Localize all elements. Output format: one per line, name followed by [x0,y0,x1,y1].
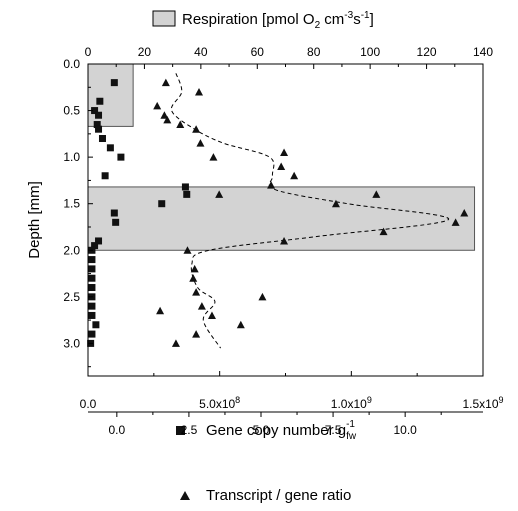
ratio-point [331,199,340,208]
ratio-point [171,339,180,347]
ratio-point [160,111,169,119]
ratio-point [163,115,172,124]
ratio-point [209,153,218,161]
gene-copy-point [158,200,166,208]
gene-copy-point [181,183,189,191]
gene-copy-point [183,190,191,198]
ratio-tick-label: 5.0 [253,423,270,437]
gene-copy-point [95,125,103,133]
ratio-point [280,148,289,156]
y-tick-label: 2.5 [63,290,80,304]
ratio-point [190,264,199,273]
top-tick-label: 0 [85,45,92,59]
ratio-point [161,78,170,87]
gene-copy-point [93,121,101,129]
respiration-legend-label: Respiration [pmol O2 cm-3s-1] [182,10,374,31]
y-axis-label: Depth [mm] [26,181,43,259]
gene-copy-point [91,107,99,115]
y-tick-label: 1.0 [63,150,80,164]
gene-copy-point [96,97,104,105]
respiration-legend-swatch [152,10,176,27]
gene-copy-point [106,144,114,152]
top-tick-label: 100 [360,45,380,59]
respiration-bar-2 [87,186,476,251]
gene-copy-legend-label: Gene copy number gfw-1 [206,419,357,442]
gene-copy-point [88,265,96,273]
gene-copy-point [91,242,99,250]
ratio-point [196,139,205,147]
ratio-point [192,330,201,338]
ratio-point [460,209,469,217]
y-tick-label: 0.0 [63,57,80,71]
gene-copy-point [88,311,96,319]
ratio-point [195,87,204,96]
gene-copy-point [117,153,125,161]
top-tick-label: 80 [307,45,321,59]
ratio-point [290,171,299,180]
gene-copy-point [88,256,96,264]
ratio-point [192,125,201,133]
ratio-point [153,101,162,110]
fit-line-group [170,73,449,349]
ratio-point [207,311,216,319]
top-tick-label: 40 [194,45,208,59]
gene-copy-point [88,274,96,282]
ratio-point [372,190,381,198]
top-axis: 0 20 40 60 80 100 120 140 [85,45,493,69]
respiration-bars [87,63,476,251]
gene-copy-point [92,321,100,329]
ratio-point [156,306,165,315]
ratio-tick-label: 7.5 [325,423,342,437]
gene-copy-point [101,172,109,180]
ratio-point [197,302,206,310]
top-tick-label: 60 [251,45,265,59]
ratio-legend-label: Transcript / gene ratio [206,487,351,504]
ratio-point [215,190,224,198]
gene-copy-point [88,330,96,338]
bottom-axis: 0.0 5.0x108 1.0x109 1.5x109 [80,371,504,411]
ratio-point [236,320,245,329]
ratio-point [267,181,276,189]
top-tick-label: 120 [417,45,437,59]
gene-copy-point [95,237,103,245]
ratio-point [379,227,388,236]
gene-copy-point [98,135,106,143]
top-tick-label: 140 [473,45,493,59]
ratio-axis: 0.0 2.5 5.0 7.5 10.0 [88,411,483,437]
fit-line [170,73,449,349]
bottom-tick-label: 1.0x109 [331,395,372,411]
bottom-tick-label: 1.5x109 [462,395,503,411]
gene-copy-legend-marker [176,426,185,435]
bottom-tick-label: 0.0 [80,397,97,411]
gene-copy-point [88,284,96,292]
y-axis: 0.0 0.5 1.0 1.5 2.0 2.5 3.0 [63,57,93,368]
ratio-point [451,218,460,226]
bottom-tick-label: 5.0x108 [199,395,240,411]
ratio-point [258,292,267,301]
y-tick-label: 2.0 [63,243,80,257]
ratio-point [176,120,185,129]
y-tick-label: 3.0 [63,336,80,350]
gene-copy-point [112,218,120,226]
ratio-tick-label: 2.5 [181,423,198,437]
ratio-tick-label: 10.0 [393,423,417,437]
ratio-tick-label: 0.0 [108,423,125,437]
gene-copy-point [95,111,103,119]
ratio-points [153,78,469,347]
ratio-point [183,246,192,254]
ratio-legend-marker [180,491,190,500]
ratio-point [189,274,198,282]
respiration-bar-1 [87,63,134,127]
ratio-point [280,236,289,245]
y-tick-label: 1.5 [63,197,80,211]
top-tick-label: 20 [138,45,152,59]
gene-copy-point [88,302,96,310]
gene-copy-point [110,79,118,87]
y-tick-label: 0.5 [63,104,80,118]
ratio-point [192,288,201,296]
gene-copy-point [110,209,118,217]
ratio-point [277,162,286,170]
